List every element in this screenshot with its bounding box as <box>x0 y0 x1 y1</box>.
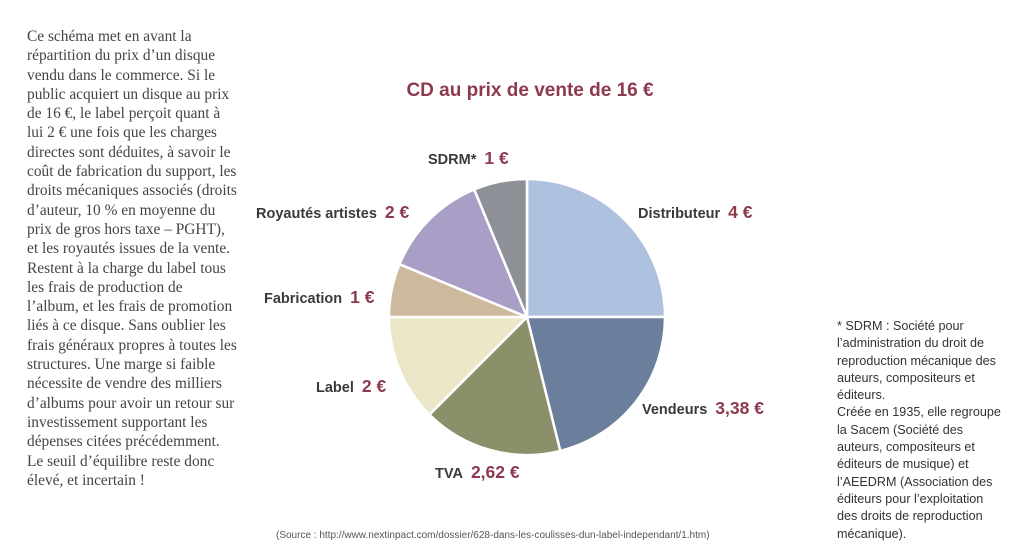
footnote: * SDRM : Société pour l’administration d… <box>837 318 1007 543</box>
label-tva: TVA 2,62 € <box>435 462 520 484</box>
label-fabrication-name: Fabrication <box>264 291 343 307</box>
footnote-definition: * SDRM : Société pour l’administration d… <box>837 319 996 403</box>
label-sdrm-value: 1 € <box>484 148 509 168</box>
pie-slice-tva <box>428 315 562 457</box>
label-sdrm: SDRM* 1 € <box>428 148 509 170</box>
label-fabrication-value: 1 € <box>350 287 375 307</box>
label-royautes-value: 2 € <box>384 202 410 222</box>
pie-slice-vendeurs <box>525 315 667 453</box>
label-label-value: 2 € <box>361 376 387 396</box>
label-distributeur-name: Distributeur <box>638 206 721 222</box>
label-label-name: Label <box>316 380 354 396</box>
label-vendeurs-name: Vendeurs <box>642 402 708 418</box>
pie-slice-sdrm <box>472 177 529 319</box>
label-tva-name: TVA <box>435 466 463 482</box>
intro-paragraph: Ce schéma met en avant la répartition du… <box>27 28 237 489</box>
label-distributeur: Distributeur 4 € <box>638 202 753 224</box>
label-vendeurs-value: 3,38 € <box>715 398 764 418</box>
label-vendeurs: Vendeurs 3,38 € <box>642 398 764 420</box>
chart-title: CD au prix de vente de 16 € <box>406 80 654 101</box>
label-fabrication: Fabrication 1 € <box>264 287 374 309</box>
footnote-history: Créée en 1935, elle regroupe la Sacem (S… <box>837 405 1001 541</box>
label-label: Label 2 € <box>316 376 386 398</box>
pie-slice-label <box>387 315 529 416</box>
label-tva-value: 2,62 € <box>470 462 520 482</box>
pie-slice-royaut-s-artistes <box>398 188 529 319</box>
label-distributeur-value: 4 € <box>728 202 753 222</box>
pie-slice-distributeur <box>525 177 667 319</box>
label-royautes: Royautés artistes 2 € <box>256 202 409 224</box>
label-royautes-name: Royautés artistes <box>256 206 377 222</box>
source-citation: (Source : http://www.nextinpact.com/doss… <box>276 530 710 541</box>
label-sdrm-name: SDRM* <box>428 152 477 168</box>
